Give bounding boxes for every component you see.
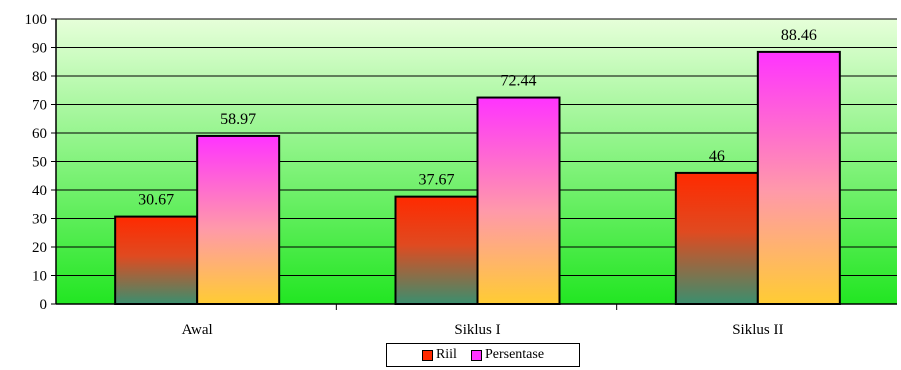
data-label: 30.67 <box>138 192 174 209</box>
x-tick-label: Siklus I <box>454 322 500 338</box>
legend-label-persentase: Persentase <box>484 347 545 362</box>
y-tick-label: 20 <box>32 240 47 256</box>
legend-label-riil: Riil <box>435 347 457 362</box>
bar-riil-2 <box>674 171 759 305</box>
y-tick-label: 50 <box>32 155 47 171</box>
bar-riil-0 <box>114 215 199 305</box>
y-tick-label: 40 <box>32 183 47 199</box>
bar-riil-1 <box>394 195 479 305</box>
x-tick-label: Awal <box>182 322 213 338</box>
legend: Riil Persentase <box>386 343 580 367</box>
bar-persentase-0 <box>196 134 281 305</box>
y-tick-label: 0 <box>40 297 48 313</box>
data-labels: 30.67 58.97 37.67 72.44 46 88.46 <box>138 27 817 209</box>
data-label: 46 <box>709 148 725 165</box>
bar-persentase-2 <box>756 50 841 305</box>
legend-entry-persentase: Persentase <box>470 347 545 363</box>
legend-swatch-riil <box>421 349 433 361</box>
y-tick-label: 80 <box>32 69 47 85</box>
x-tick-label: Siklus II <box>732 322 783 338</box>
legend-swatch-persentase <box>470 349 482 361</box>
y-tick-label: 100 <box>25 12 48 28</box>
y-tick-label: 60 <box>32 126 47 142</box>
legend-entry-riil: Riil <box>421 347 457 363</box>
data-label: 72.44 <box>501 73 537 90</box>
data-label: 58.97 <box>220 111 256 128</box>
bar-persentase-1 <box>476 96 561 305</box>
bar-chart: 30.67 58.97 37.67 72.44 46 88.46 0 10 20 30 40 50 6… <box>25 12 897 338</box>
y-tick-label: 30 <box>32 212 47 228</box>
y-tick-label: 10 <box>32 269 47 285</box>
y-tick-label: 70 <box>32 98 47 114</box>
data-label: 88.46 <box>781 27 817 44</box>
bars <box>114 50 841 305</box>
axes: 0 10 20 30 40 50 60 70 80 90 100 Awal Siklus I Siklus… <box>25 12 897 338</box>
data-label: 37.67 <box>419 172 455 189</box>
y-tick-label: 90 <box>32 41 47 57</box>
